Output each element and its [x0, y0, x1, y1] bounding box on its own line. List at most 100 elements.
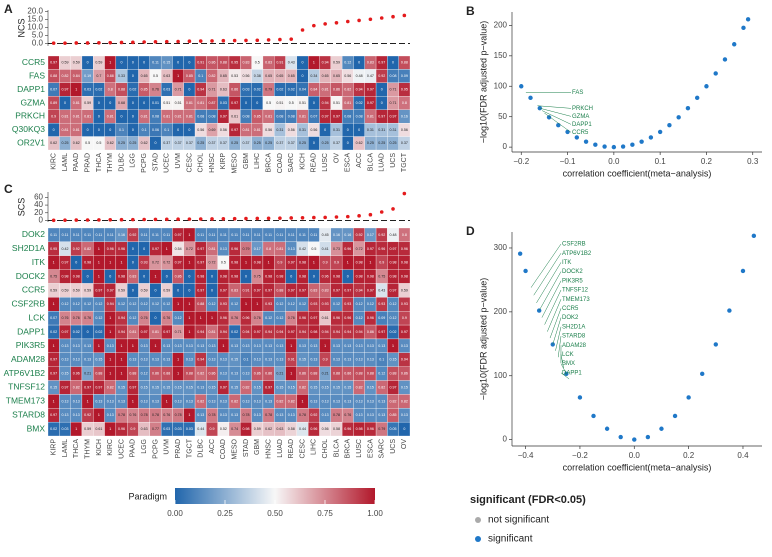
column-label: LUSC — [356, 439, 363, 458]
cell-value: 0.11 — [277, 233, 284, 237]
cell-value: 0.08 — [276, 114, 283, 118]
cell-value: 0.83 — [231, 288, 238, 292]
cell-value: 0.31 — [299, 128, 306, 132]
cell-value: 0.15 — [152, 385, 159, 389]
cell-value: 1 — [211, 316, 213, 320]
cell-value: 0.15 — [299, 358, 306, 362]
cell-value: 0.15 — [186, 385, 193, 389]
cell-value: 0.13 — [107, 344, 114, 348]
cell-value: 0.59 — [61, 288, 68, 292]
cell-value: 0.13 — [276, 358, 283, 362]
cell-value: 0.83 — [310, 288, 317, 292]
cell-value: 0.78 — [141, 413, 148, 417]
x-tick-label: −0.2 — [572, 451, 588, 460]
cell-value: 0.06 — [152, 128, 159, 132]
cell-value: 0.98 — [299, 261, 306, 265]
cell-value: 0.59 — [84, 288, 91, 292]
cell-value: 1 — [132, 344, 134, 348]
row-label: OR2V1 — [17, 138, 45, 148]
column-label: KIRP — [220, 153, 227, 170]
cell-value: 0.88 — [310, 372, 317, 376]
cell-value: 0.69 — [209, 128, 216, 132]
cell-value: 0.91 — [276, 61, 283, 65]
legend-title: significant (FDR<0.05) — [470, 494, 586, 506]
cell-value: 0.97 — [107, 288, 114, 292]
cell-value: 1 — [75, 427, 77, 431]
cell-value: 0 — [302, 61, 304, 65]
dot — [142, 217, 146, 222]
cell-value: 0.02 — [390, 330, 397, 334]
dot — [210, 39, 214, 43]
legend-swatch — [475, 536, 481, 542]
cell-value: 0.96 — [118, 247, 125, 251]
cell-value: 0.76 — [84, 316, 91, 320]
cell-value: 0 — [358, 128, 360, 132]
column-label: TGCT — [186, 438, 193, 458]
cell-value: 0.98 — [356, 274, 363, 278]
cell-value: 0.98 — [299, 274, 306, 278]
cell-value: 0.13 — [333, 344, 340, 348]
cell-value: 0.82 — [299, 385, 306, 389]
cell-value: 1 — [188, 302, 190, 306]
annotation-line — [536, 262, 562, 304]
dot — [51, 218, 56, 223]
dot — [289, 216, 294, 220]
x-tick-label: 0.2 — [701, 157, 713, 166]
cell-value: 0.03 — [186, 427, 193, 431]
cell-value: 0.9 — [210, 427, 215, 431]
cell-value: 0.12 — [378, 372, 385, 376]
cell-value: 0.13 — [220, 413, 227, 417]
cell-value: 1 — [177, 302, 179, 306]
point — [611, 144, 617, 150]
cell-value: 0.5 — [255, 61, 260, 65]
cell-value: 0.95 — [401, 88, 408, 92]
cell-value: 1 — [121, 358, 123, 362]
cell-value: 0.15 — [61, 372, 68, 376]
cell-value: 0.13 — [333, 399, 340, 403]
cell-value: 0.15 — [276, 385, 283, 389]
cell-value: 0.76 — [152, 88, 159, 92]
legend-label: not significant — [488, 515, 549, 526]
cell-value: 0.13 — [209, 344, 216, 348]
cell-value: 0.41 — [322, 247, 329, 251]
cell-value: 0.13 — [333, 358, 340, 362]
cell-value: 0.79 — [265, 88, 272, 92]
cell-value: 0.59 — [118, 288, 125, 292]
cell-value: 0.97 — [288, 261, 295, 265]
cell-value: 0.9 — [277, 261, 282, 265]
row-label: Q30KQ3 — [12, 124, 45, 134]
cell-value: 0.13 — [197, 344, 204, 348]
cell-value: 0.13 — [175, 399, 182, 403]
dot — [142, 40, 146, 44]
dot — [255, 216, 260, 221]
cell-value: 0.97 — [220, 114, 227, 118]
cell-value: 0.13 — [186, 358, 193, 362]
cell-value: 0.37 — [163, 141, 170, 145]
dot — [187, 217, 192, 221]
annotation-line — [541, 280, 562, 318]
point — [546, 115, 552, 120]
cell-value: 0.83 — [322, 288, 329, 292]
cell-value: 0.82 — [401, 399, 408, 403]
cell-value: 0.9 — [323, 358, 328, 362]
cell-value: 0.78 — [152, 413, 159, 417]
cell-value: 0 — [347, 141, 349, 145]
cell-value: 1 — [121, 344, 123, 348]
cell-value: 0 — [143, 274, 145, 278]
cell-value: 0.82 — [61, 74, 68, 78]
colorbar-tick-label: 0.00 — [167, 509, 183, 518]
cell-value: 0.88 — [118, 88, 125, 92]
cell-value: 0.25 — [118, 141, 125, 145]
cell-value: 0.13 — [242, 344, 249, 348]
dot — [266, 216, 271, 221]
cell-value: 0.12 — [333, 302, 340, 306]
column-label: STAD — [152, 153, 159, 171]
cell-value: 0.62 — [107, 141, 114, 145]
cell-value: 0.07 — [310, 114, 317, 118]
x-tick-label: −0.1 — [560, 157, 576, 166]
cell-value: 0.92 — [378, 74, 385, 78]
cell-value: 0.96 — [344, 316, 351, 320]
dot — [244, 216, 248, 221]
cell-value: 0.65 — [288, 74, 295, 78]
cell-value: 0 — [313, 101, 315, 105]
